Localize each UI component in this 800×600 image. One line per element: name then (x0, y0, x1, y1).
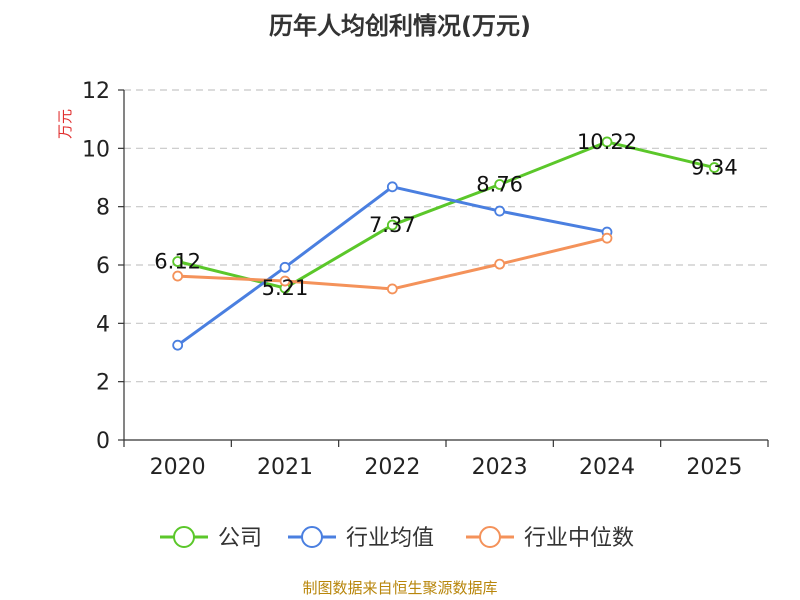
data-label-2020: 6.12 (154, 250, 201, 274)
axes: 0 2 4 6 8 10 12 2020 2021 2022 2023 2024 2025 (82, 79, 769, 480)
data-point-s0-2022 (386, 219, 398, 231)
y-tick-label-10: 10 (82, 137, 110, 162)
series-line-2 (177, 236, 608, 291)
data-point-s0-2024 (601, 136, 613, 148)
legend-label-1: 行业均值 (346, 526, 434, 551)
x-tick-label-2024: 2024 (579, 455, 635, 480)
data-point-s2-2021 (279, 275, 291, 287)
data-point-s1-2021 (279, 261, 291, 273)
data-point-s2-2024 (601, 232, 613, 244)
series-line-1 (176, 185, 608, 347)
legend-label-2: 行业中位数 (524, 526, 634, 551)
data-point-s0-2023 (494, 179, 506, 190)
legend-marker-2 (479, 526, 501, 548)
y-tick-label-0: 0 (96, 429, 110, 454)
series-layer (172, 136, 720, 351)
data-label-2023: 8.76 (476, 173, 523, 197)
data-label-2024: 10.22 (577, 130, 637, 154)
y-tick-label-8: 8 (96, 196, 110, 221)
legend-label-0: 公司 (218, 526, 262, 551)
x-tick-label-2022: 2022 (364, 455, 420, 480)
data-point-s0-2025 (708, 162, 720, 173)
y-tick-label-2: 2 (96, 371, 110, 396)
series-line-0 (177, 140, 715, 290)
data-point-s2-2020 (172, 270, 184, 282)
y-axis-label: 万元 (56, 109, 74, 139)
grid-lines (124, 89, 768, 383)
x-tick-label-2021: 2021 (257, 455, 313, 480)
data-label-2025: 9.34 (691, 156, 738, 180)
x-tick-label-2025: 2025 (686, 455, 742, 480)
source-note: 制图数据来自恒生聚源数据库 (302, 579, 497, 597)
data-point-s0-2020 (172, 256, 184, 267)
data-point-s1-2022 (386, 181, 398, 193)
data-label-2022: 7.37 (369, 213, 416, 237)
chart-title: 历年人均创利情况(万元) (269, 12, 531, 40)
data-labels: 6.12 5.21 7.37 8.76 10.22 9.34 (154, 130, 737, 300)
y-tick-label-12: 12 (82, 79, 110, 104)
legend-marker-0 (173, 526, 195, 548)
data-point-s2-2022 (386, 283, 398, 295)
x-tick-label-2020: 2020 (150, 455, 206, 480)
y-tick-label-4: 4 (96, 312, 110, 337)
data-point-s1-2020 (172, 339, 184, 351)
x-tick-label-2023: 2023 (472, 455, 528, 480)
data-point-s2-2023 (494, 258, 506, 270)
legend: 公司 行业均值 行业中位数 (160, 526, 634, 551)
y-tick-label-6: 6 (96, 254, 110, 279)
data-point-s1-2023 (494, 205, 506, 217)
legend-marker-1 (301, 526, 323, 548)
data-label-2021: 5.21 (262, 276, 309, 300)
